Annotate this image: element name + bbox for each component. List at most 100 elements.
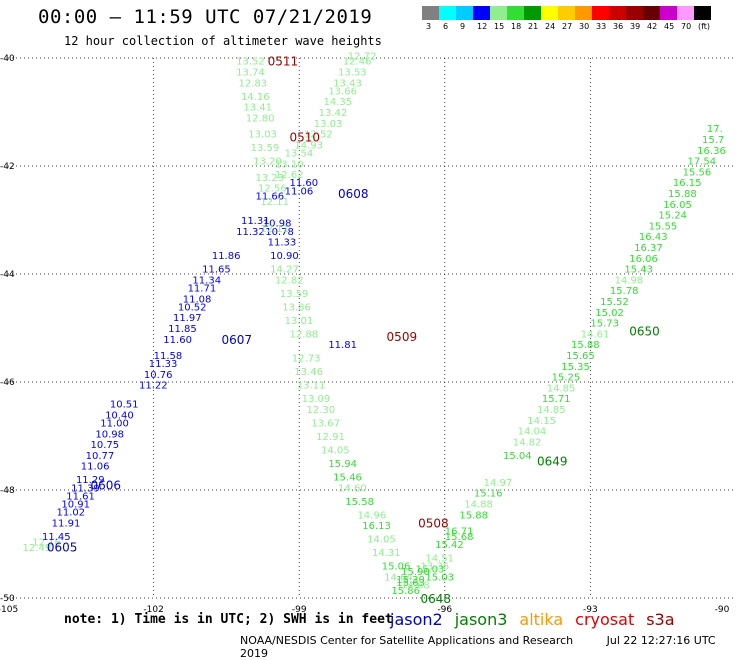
legend-jason3: jason3 <box>454 610 508 629</box>
wave-height-value: 15.73 <box>590 319 619 330</box>
wave-height-value: 16.36 <box>697 146 726 157</box>
color-swatch-label: 27 <box>562 22 573 31</box>
wave-height-value: 13.66 <box>328 86 357 97</box>
wave-height-value: 15.63 <box>396 578 425 589</box>
wave-height-value: 12.52 <box>304 130 333 141</box>
track-labels: 0605 0606 0607 0608 0648 0649 0650 0511 0510 0509… <box>47 55 660 606</box>
color-swatch-label: 30 <box>579 22 590 31</box>
wave-height-value: 14.68 <box>401 581 430 592</box>
wave-height-value: 15.65 <box>566 351 595 362</box>
wave-height-value: 12.56 <box>258 184 287 195</box>
color-swatch-label: 70 <box>681 22 692 31</box>
wave-height-value: 14.05 <box>321 446 350 457</box>
wave-height-value: 13.74 <box>236 68 265 79</box>
color-swatch-label: 9 <box>460 22 466 31</box>
color-swatch-label: (ft) <box>698 22 711 31</box>
pass-time-label: 0650 <box>629 325 660 339</box>
wave-height-value: 13.46 <box>294 367 323 378</box>
wave-height-value: 11.65 <box>202 265 231 276</box>
wave-height-value: 12.49 <box>23 543 52 554</box>
wave-height-value: 13.01 <box>285 316 314 327</box>
wave-height-value: 13.41 <box>243 103 272 114</box>
wave-height-value: 11.33 <box>268 238 297 249</box>
wave-height-value: 12.82 <box>275 275 304 286</box>
wave-height-value: 11.06 <box>81 462 110 473</box>
color-swatch <box>439 6 456 20</box>
color-swatch <box>507 6 524 20</box>
wave-height-value: 12.88 <box>289 329 318 340</box>
wave-height-value: 16.71 <box>445 527 474 538</box>
color-swatch-label: 33 <box>596 22 607 31</box>
y-tick-label: -42 <box>0 162 15 172</box>
legend-jason2: jason2 <box>390 610 443 629</box>
wave-height-value: 16.43 <box>639 232 668 243</box>
wave-height-value: 13.53 <box>338 68 367 79</box>
wave-height-value: 11.02 <box>57 508 86 519</box>
color-swatch <box>626 6 643 20</box>
wave-height-value: 15.58 <box>345 497 374 508</box>
wave-height-value: 15.88 <box>571 340 600 351</box>
wave-height-value: 13.20 <box>253 157 282 168</box>
color-swatch <box>558 6 575 20</box>
wave-height-value: 15.04 <box>503 451 532 462</box>
color-swatch-label: 42 <box>647 22 658 31</box>
wave-height-value: 14.88 <box>464 500 493 511</box>
wave-height-value: 11.33 <box>149 359 178 370</box>
wave-height-value: 15.35 <box>561 362 590 373</box>
color-swatch-label: 45 <box>664 22 675 31</box>
wave-height-value: 11.66 <box>256 192 285 203</box>
color-swatch-label: 18 <box>511 22 522 31</box>
satellite-legend: jason2 jason3 altika cryosat s3a <box>390 610 687 629</box>
wave-height-value: 15.68 <box>445 532 474 543</box>
wave-height-value: 12.80 <box>246 113 275 124</box>
footer: NOAA/NESDIS Center for Satellite Applica… <box>240 634 740 660</box>
legend-altika: altika <box>519 610 564 629</box>
wave-height-value: 11.22 <box>139 381 168 392</box>
wave-height-value: 13.59 <box>251 143 280 154</box>
pass-time-label: 0649 <box>537 454 568 468</box>
wave-height-value: 15.7 <box>702 135 724 146</box>
wave-height-value: 11.31 <box>241 216 270 227</box>
legend-cryosat: cryosat <box>575 610 635 629</box>
pass-time-label: 0511 <box>268 55 299 69</box>
pass-time-label: 0508 <box>418 516 449 530</box>
wave-height-value: 14.16 <box>241 92 270 103</box>
color-swatch-label: 24 <box>545 22 556 31</box>
color-swatch <box>643 6 660 20</box>
wave-height-value: 15.24 <box>658 211 687 222</box>
pass-time-label: 0607 <box>222 333 253 347</box>
color-swatch-label: 12 <box>477 22 488 31</box>
grid-lines <box>8 57 736 599</box>
wave-height-value: 15.03 <box>416 564 445 575</box>
wave-height-value: 15.71 <box>542 394 571 405</box>
wave-height-value: 11.81 <box>328 340 357 351</box>
wave-height-value: 10.76 <box>144 370 173 381</box>
wave-height-value: 15.16 <box>474 489 503 500</box>
wave-height-value: 13.59 <box>280 289 309 300</box>
color-scale <box>422 6 711 25</box>
wave-height-value: 11.32 <box>236 227 265 238</box>
wave-height-value: 11.60 <box>163 335 192 346</box>
wave-height-value: 14.15 <box>527 416 556 427</box>
wave-height-value: 11.45 <box>42 532 71 543</box>
wave-height-value: 15.25 <box>552 373 581 384</box>
y-tick-label: -40 <box>0 54 15 64</box>
color-swatch <box>490 6 507 20</box>
wave-height-value: 17. <box>707 124 723 135</box>
wave-height-value: 15.42 <box>435 540 464 551</box>
wave-height-value: 15.43 <box>624 265 653 276</box>
wave-height-value: 11.91 <box>52 518 81 529</box>
wave-height-value: 14.27 <box>270 265 299 276</box>
wave-height-value: 11.00 <box>100 419 129 430</box>
wave-height-value: 13.67 <box>311 419 340 430</box>
pass-time-label: 0509 <box>387 330 418 344</box>
wave-height-value: 13.03 <box>248 130 277 141</box>
wave-height-value: 13.43 <box>333 78 362 89</box>
wave-height-value: 14.96 <box>357 510 386 521</box>
y-tick-label: -44 <box>0 270 15 280</box>
pass-time-label: 0648 <box>421 592 452 606</box>
color-swatch <box>677 6 694 20</box>
legend-s3a: s3a <box>646 610 675 629</box>
wave-height-value: 13.23 <box>256 173 285 184</box>
